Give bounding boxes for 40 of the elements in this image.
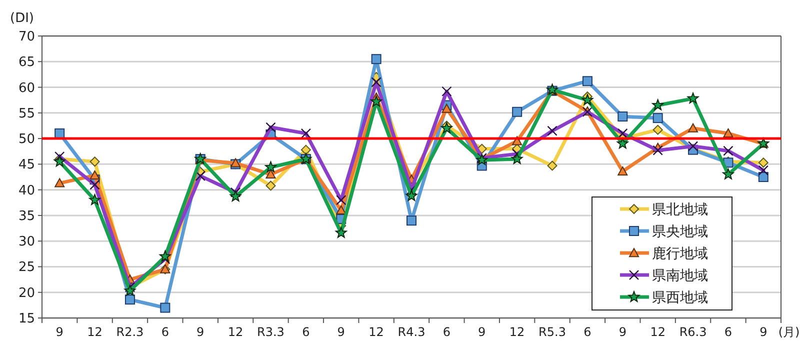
x-tick-label: 12 (368, 325, 384, 339)
x-tick-label: 6 (442, 325, 451, 339)
legend-label: 県北地域 (652, 202, 708, 218)
x-tick-label: 9 (337, 325, 345, 339)
x-tick-label: R2.3 (116, 325, 144, 339)
x-tick-label: 9 (760, 325, 768, 339)
x-tick-label: R4.3 (398, 325, 426, 339)
legend-label: 鹿行地域 (652, 246, 708, 262)
x-tick-label: 12 (509, 325, 525, 339)
x-tick-label: 9 (196, 325, 204, 339)
y-tick-label: 40 (18, 183, 35, 198)
y-tick-label: 25 (18, 260, 35, 276)
y-tick-label: 60 (18, 80, 35, 96)
x-axis-title: (月) (778, 325, 800, 339)
x-tick-label: 6 (161, 325, 169, 339)
x-tick-label: R3.3 (257, 325, 284, 339)
y-tick-label: 30 (18, 234, 35, 250)
x-tick-label: 6 (302, 325, 310, 339)
y-tick-label: 65 (18, 55, 35, 70)
y-tick-label: 35 (18, 208, 35, 224)
y-tick-label: 20 (18, 286, 35, 301)
x-tick-label: 9 (56, 325, 64, 339)
legend-label: 県西地域 (652, 290, 708, 306)
x-tick-label: 12 (87, 325, 102, 339)
legend-label: 県南地域 (652, 268, 708, 284)
y-tick-label: 45 (18, 158, 35, 173)
x-tick-label: 6 (724, 325, 732, 339)
x-tick-label: 12 (650, 325, 666, 339)
y-tick-label: 55 (18, 106, 35, 122)
x-tick-label: 6 (584, 325, 592, 339)
y-tick-label: 50 (18, 132, 35, 148)
y-tick-label: 15 (18, 312, 35, 326)
x-tick-label: R6.3 (679, 325, 707, 339)
legend-label: 県央地域 (652, 224, 708, 240)
x-tick-label: 9 (618, 325, 626, 339)
y-axis-title: (DI) (10, 11, 34, 26)
x-tick-label: 9 (478, 325, 486, 339)
x-tick-label: 12 (228, 325, 244, 339)
x-tick-label: R5.3 (538, 325, 566, 339)
y-tick-label: 70 (18, 30, 35, 44)
